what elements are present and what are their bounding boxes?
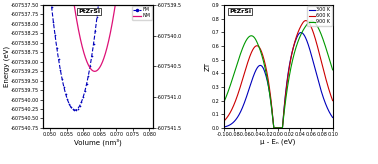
600 K xyxy=(268,92,273,94)
Legend: FM, NM: FM, NM xyxy=(132,6,152,20)
900 K xyxy=(271,127,276,129)
Y-axis label: ZT: ZT xyxy=(204,62,210,71)
300 K xyxy=(328,113,333,115)
300 K xyxy=(263,73,268,75)
600 K xyxy=(304,20,308,22)
Text: PtZrSi: PtZrSi xyxy=(229,9,251,14)
600 K xyxy=(234,99,238,101)
Text: PtZrSi: PtZrSi xyxy=(78,9,100,14)
900 K xyxy=(240,48,245,50)
300 K xyxy=(234,118,238,120)
600 K xyxy=(221,121,226,123)
Line: 900 K: 900 K xyxy=(223,21,333,128)
900 K xyxy=(330,69,335,71)
300 K xyxy=(271,127,276,129)
900 K xyxy=(316,28,321,30)
600 K xyxy=(240,79,245,81)
900 K xyxy=(309,20,314,22)
Line: 300 K: 300 K xyxy=(223,32,333,128)
600 K xyxy=(316,51,321,52)
900 K xyxy=(328,62,333,64)
900 K xyxy=(234,67,238,69)
600 K xyxy=(330,100,335,102)
300 K xyxy=(240,107,245,109)
300 K xyxy=(330,116,335,118)
600 K xyxy=(263,64,268,66)
300 K xyxy=(299,31,303,33)
300 K xyxy=(268,95,273,97)
X-axis label: μ - Eₙ (eV): μ - Eₙ (eV) xyxy=(260,138,296,145)
600 K xyxy=(328,94,333,96)
300 K xyxy=(221,126,226,128)
Y-axis label: Energy (eV): Energy (eV) xyxy=(3,46,10,87)
900 K xyxy=(221,102,226,104)
900 K xyxy=(268,96,273,98)
Line: 600 K: 600 K xyxy=(223,21,333,128)
Legend: 300 K, 600 K, 900 K: 300 K, 600 K, 900 K xyxy=(307,6,332,26)
X-axis label: Volume (nm³): Volume (nm³) xyxy=(74,138,122,146)
300 K xyxy=(316,82,321,84)
900 K xyxy=(263,68,268,70)
600 K xyxy=(271,127,276,129)
